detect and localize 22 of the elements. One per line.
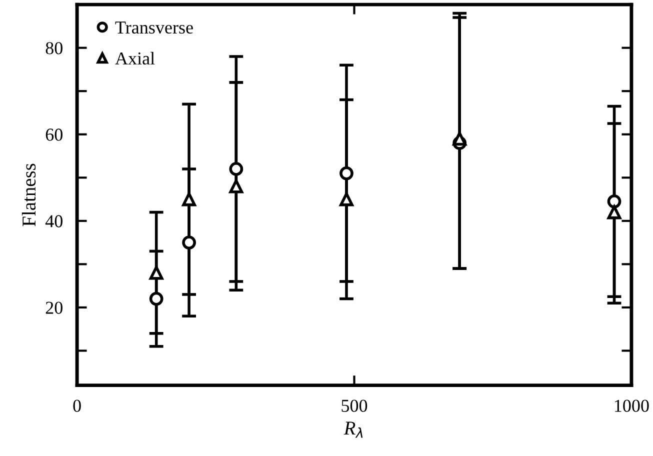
point — [607, 194, 622, 208]
y-tick-label: 20 — [46, 302, 62, 314]
point — [340, 192, 354, 206]
point — [182, 192, 196, 206]
point — [340, 166, 354, 180]
y-tick-label: 60 — [46, 128, 62, 141]
point — [607, 205, 622, 220]
point — [149, 292, 164, 306]
x-tick-label: 1000 — [614, 400, 649, 412]
legend-label: Transverse — [115, 22, 193, 34]
point — [182, 236, 196, 250]
point — [229, 179, 244, 194]
point — [149, 266, 164, 280]
x-tick-label: 500 — [342, 400, 368, 412]
point — [229, 162, 244, 176]
x-axis-title: R$_{λ}$ — [344, 422, 363, 438]
x-tick-label: 0 — [73, 400, 81, 412]
y-tick-label: 40 — [45, 215, 62, 228]
legend-label: Axial — [115, 52, 155, 65]
y-axis-title: Flatness — [22, 164, 36, 226]
y-tick-label: 80 — [46, 42, 62, 54]
point — [452, 132, 467, 146]
